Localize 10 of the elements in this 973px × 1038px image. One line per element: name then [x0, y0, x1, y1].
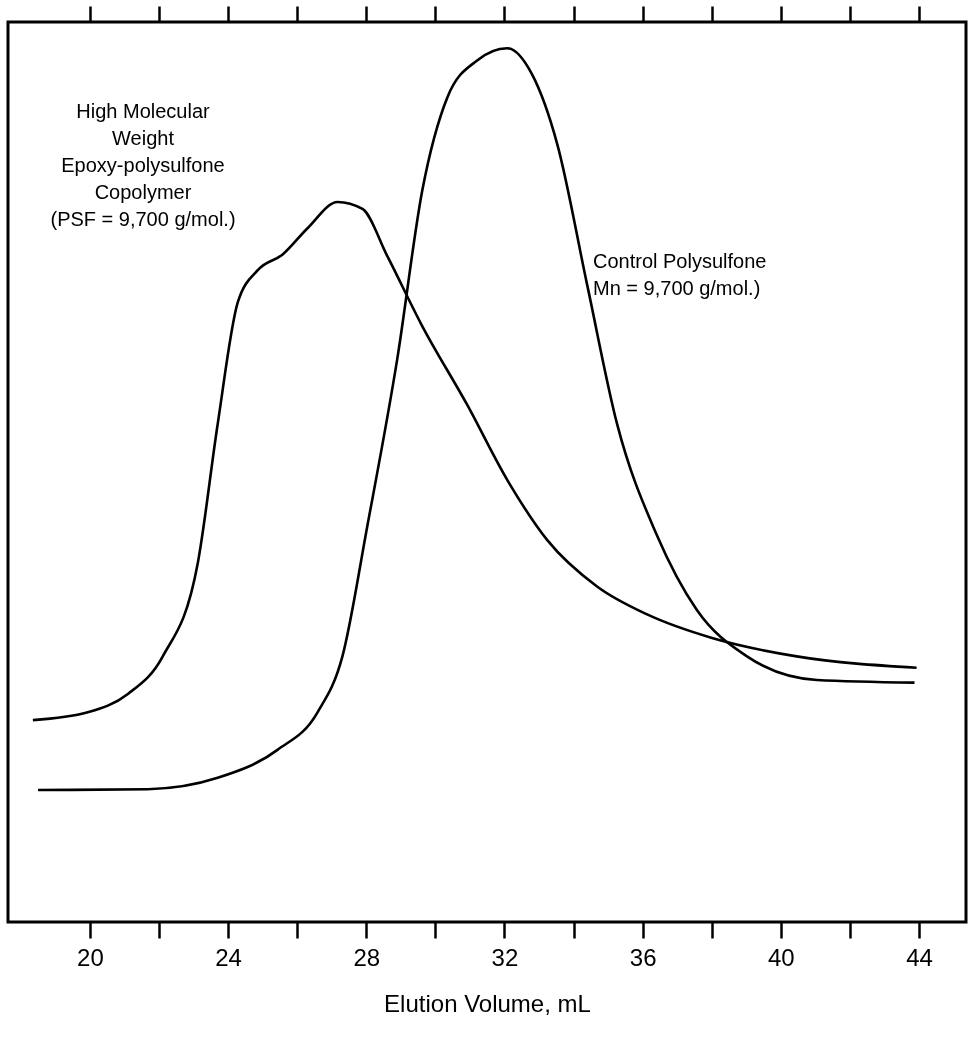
annotation: Control Polysulfone Mn = 9,700 g/mol.): [593, 250, 767, 299]
x-tick-label: 32: [491, 943, 519, 971]
annotation: High Molecular Weight Epoxy-polysulfone Copolymer (PSF = 9,700 g/mol.): [50, 100, 236, 230]
x-tick-label: 36: [629, 943, 657, 971]
x-axis-title: Elution Volume, mL: [384, 989, 591, 1017]
x-tick-label: 20: [77, 943, 104, 971]
x-tick-label: 28: [353, 943, 381, 971]
x-tick-label: 44: [906, 943, 933, 971]
x-tick-label: 24: [215, 943, 242, 971]
x-tick-label: 40: [767, 943, 795, 971]
